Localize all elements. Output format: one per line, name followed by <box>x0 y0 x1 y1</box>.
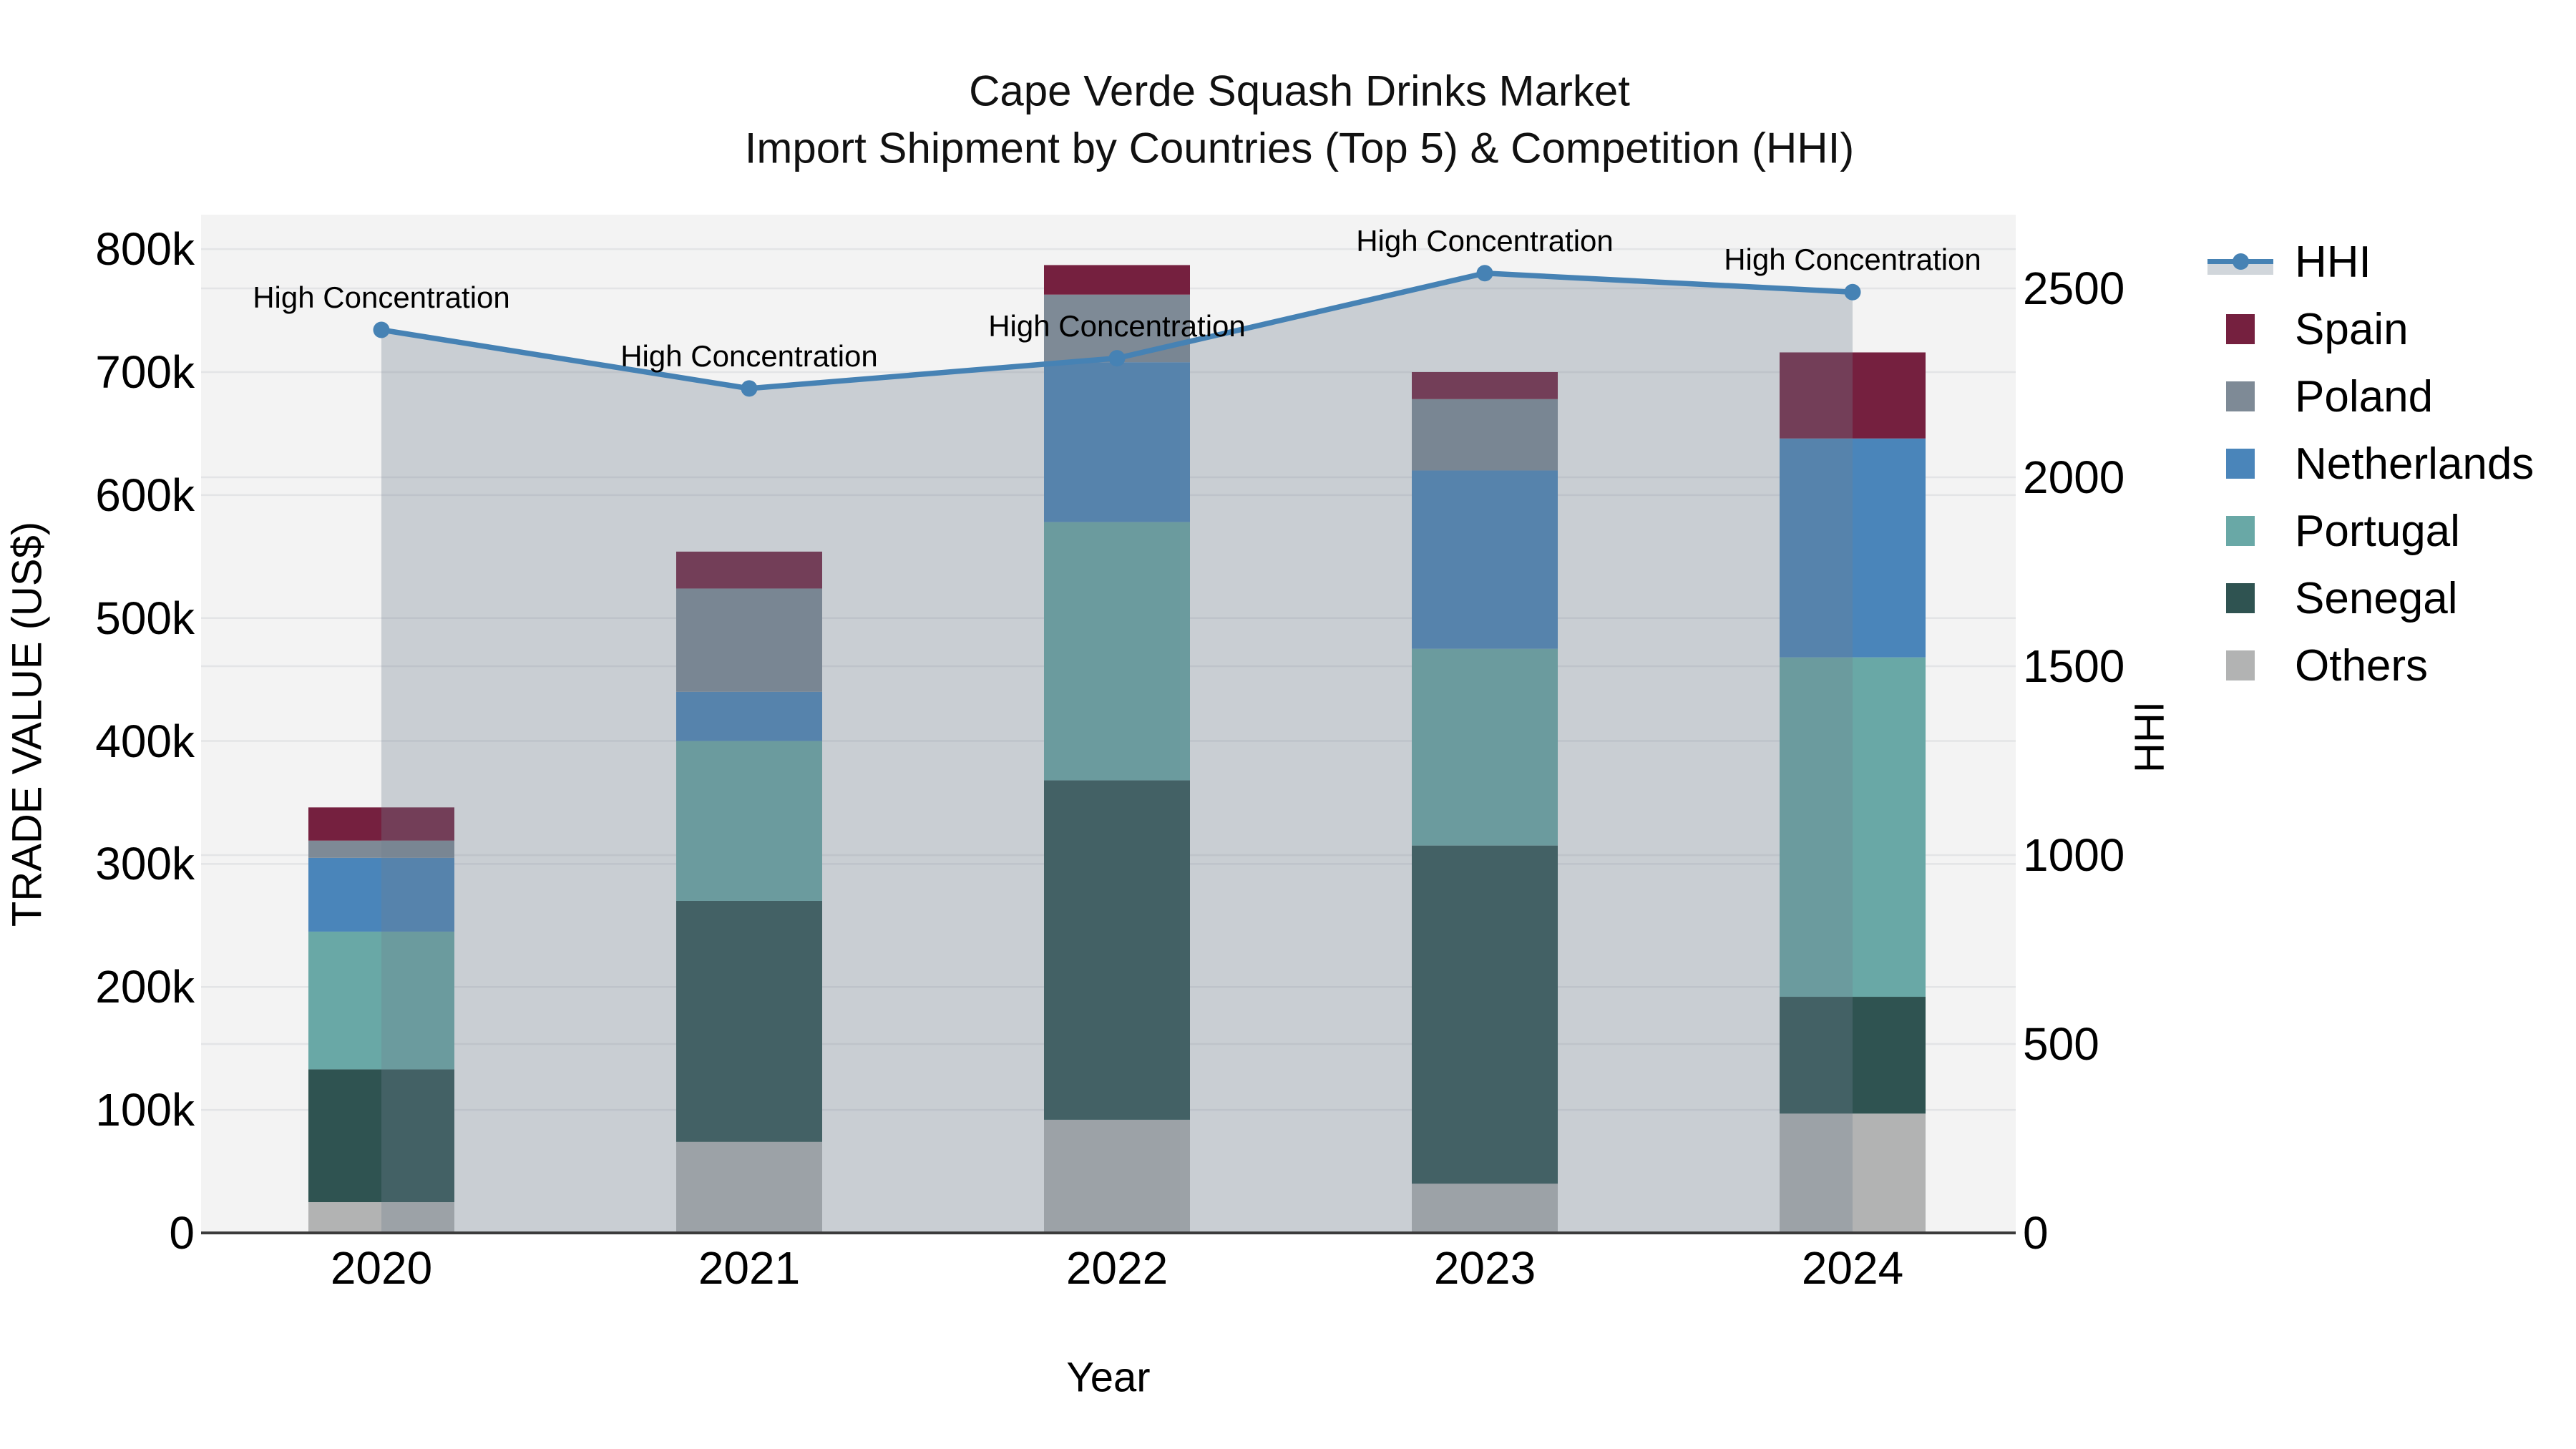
bar-segment-portugal-2023 <box>1412 648 1558 846</box>
bar-segment-senegal-2020 <box>308 1069 454 1203</box>
legend-swatch-spain <box>2207 313 2273 345</box>
bar-segment-portugal-2022 <box>1044 522 1190 781</box>
legend-label: Spain <box>2295 304 2409 354</box>
legend-item-senegal: Senegal <box>2207 565 2458 632</box>
hhi-marker-2022 <box>1108 350 1126 367</box>
y-left-tick-400k: 400k <box>95 715 195 767</box>
legend-label: Poland <box>2295 371 2434 421</box>
legend-label: Netherlands <box>2295 439 2534 489</box>
bar-segment-portugal-2024 <box>1780 657 1926 997</box>
y-right-axis-label: HHI <box>2126 701 2173 773</box>
y-left-tick-200k: 200k <box>95 961 195 1013</box>
legend-color-swatch <box>2226 516 2255 546</box>
bar-segment-spain-2020 <box>308 807 454 841</box>
legend-hhi-marker <box>2233 253 2249 270</box>
y-left-tick-500k: 500k <box>95 592 195 644</box>
hhi-area <box>381 273 1853 1233</box>
legend-item-spain: Spain <box>2207 296 2409 363</box>
legend-line-glyph <box>2207 246 2273 278</box>
bar-segment-poland-2020 <box>308 840 454 858</box>
bar-segment-netherlands-2022 <box>1044 362 1190 522</box>
legend-label: Portugal <box>2295 506 2460 556</box>
legend-item-poland: Poland <box>2207 363 2433 430</box>
bar-segment-netherlands-2021 <box>676 691 822 741</box>
x-tick-2023: 2023 <box>1433 1242 1536 1294</box>
y-left-tick-600k: 600k <box>95 469 195 521</box>
legend-item-portugal: Portugal <box>2207 497 2460 565</box>
legend-item-hhi: HHI <box>2207 228 2371 296</box>
bar-segment-portugal-2020 <box>308 931 454 1070</box>
y-left-tick-700k: 700k <box>95 346 195 398</box>
legend-item-others: Others <box>2207 632 2428 699</box>
y-left-tick-0: 0 <box>169 1207 195 1259</box>
x-tick-2021: 2021 <box>698 1242 801 1294</box>
legend-color-swatch <box>2226 314 2255 344</box>
bar-segment-spain-2022 <box>1044 265 1190 295</box>
bar-segment-portugal-2021 <box>676 741 822 901</box>
annotation-2023: High Concentration <box>1356 223 1614 258</box>
annotation-2020: High Concentration <box>253 280 510 315</box>
y-left-tick-300k: 300k <box>95 838 195 890</box>
y-left-axis-label: TRADE VALUE (US$) <box>4 521 51 927</box>
annotation-2022: High Concentration <box>988 308 1246 343</box>
chart-title-line2: Import Shipment by Countries (Top 5) & C… <box>744 124 1855 172</box>
legend-label: Others <box>2295 640 2429 691</box>
bar-segment-senegal-2022 <box>1044 780 1190 1120</box>
legend-label: HHI <box>2295 237 2371 287</box>
annotation-2024: High Concentration <box>1724 243 1981 277</box>
y-right-tick-500: 500 <box>2023 1018 2099 1070</box>
bar-segment-others-2022 <box>1044 1119 1190 1233</box>
x-tick-2024: 2024 <box>1801 1242 1904 1294</box>
legend-swatch-netherlands <box>2207 448 2273 479</box>
bar-segment-spain-2021 <box>676 551 822 589</box>
legend-color-swatch <box>2226 449 2255 479</box>
legend-color-swatch <box>2226 381 2255 411</box>
legend-swatch-senegal <box>2207 582 2273 614</box>
x-axis-label: Year <box>1066 1354 1151 1401</box>
y-right-tick-0: 0 <box>2023 1207 2049 1259</box>
y-right-tick-2000: 2000 <box>2023 451 2125 503</box>
legend-swatch-others <box>2207 650 2273 681</box>
legend-color-swatch <box>2226 583 2255 613</box>
x-tick-2022: 2022 <box>1065 1242 1169 1294</box>
y-left-tick-100k: 100k <box>95 1084 195 1136</box>
bar-segment-others-2020 <box>308 1202 454 1233</box>
y-right-tick-1000: 1000 <box>2023 829 2125 881</box>
legend-swatch-portugal <box>2207 515 2273 547</box>
y-right-tick-1500: 1500 <box>2023 640 2125 692</box>
hhi-marker-2024 <box>1844 283 1861 301</box>
y-right-tick-2500: 2500 <box>2023 262 2125 314</box>
hhi-marker-2023 <box>1476 265 1493 282</box>
chart-title-line1: Cape Verde Squash Drinks Market <box>969 67 1630 115</box>
annotation-2021: High Concentration <box>620 338 878 373</box>
bar-segment-poland-2023 <box>1412 399 1558 471</box>
bar-segment-senegal-2023 <box>1412 845 1558 1184</box>
legend-color-swatch <box>2226 650 2255 680</box>
bar-segment-netherlands-2024 <box>1780 438 1926 658</box>
y-left-tick-800k: 800k <box>95 223 195 275</box>
bar-segment-others-2024 <box>1780 1113 1926 1233</box>
bar-segment-netherlands-2020 <box>308 857 454 932</box>
bar-segment-others-2023 <box>1412 1184 1558 1233</box>
bar-segment-senegal-2021 <box>676 900 822 1142</box>
hhi-marker-2020 <box>373 321 390 338</box>
bar-segment-poland-2021 <box>676 588 822 692</box>
x-tick-2020: 2020 <box>330 1242 433 1294</box>
bar-segment-others-2021 <box>676 1141 822 1233</box>
bar-segment-senegal-2024 <box>1780 997 1926 1114</box>
bar-segment-spain-2023 <box>1412 371 1558 399</box>
hhi-marker-2021 <box>741 380 758 397</box>
legend-swatch-poland <box>2207 381 2273 412</box>
legend-item-netherlands: Netherlands <box>2207 430 2534 497</box>
bar-segment-netherlands-2023 <box>1412 470 1558 649</box>
legend-label: Senegal <box>2295 573 2458 623</box>
bar-segment-spain-2024 <box>1780 352 1926 439</box>
